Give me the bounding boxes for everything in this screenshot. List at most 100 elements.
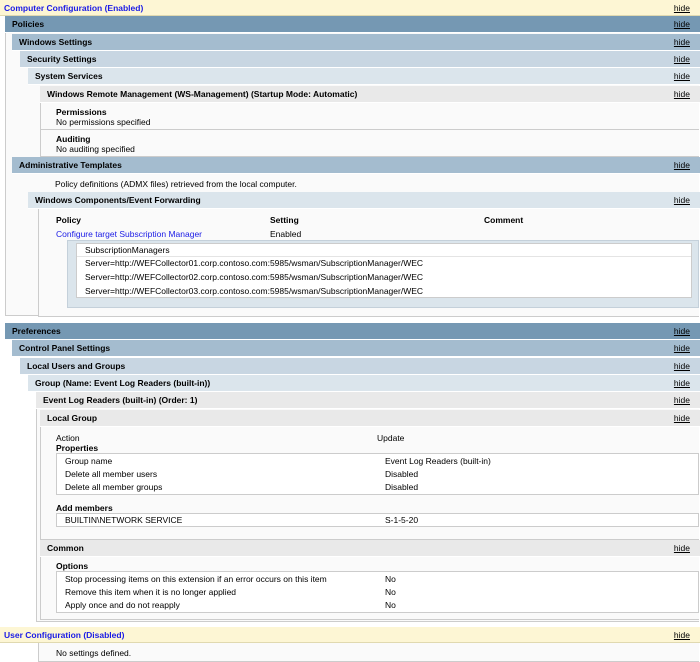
event-forwarding-pane: Policy Setting Comment Configure target …	[38, 209, 699, 317]
section-title: Administrative Templates	[19, 160, 122, 170]
add-members-label: Add members	[56, 503, 113, 513]
control-panel-header[interactable]: Control Panel Settings hide	[12, 340, 700, 357]
hide-link[interactable]: hide	[673, 326, 690, 336]
hide-link[interactable]: hide	[673, 630, 690, 640]
section-title: Policies	[12, 19, 45, 29]
policy-link[interactable]: Configure target Subscription Manager	[56, 229, 202, 239]
section-title: Local Group	[47, 413, 98, 423]
member-sid: S-1-5-20	[385, 515, 419, 525]
policy-setting: Enabled	[270, 229, 302, 239]
table-row: BUILTIN\NETWORK SERVICE S-1-5-20	[57, 514, 698, 526]
security-settings-header[interactable]: Security Settings hide	[20, 51, 700, 68]
hide-link[interactable]: hide	[673, 343, 690, 353]
subscription-managers-list: SubscriptionManagers Server=http://WEFCo…	[76, 243, 692, 298]
admx-note: Policy definitions (ADMX files) retrieve…	[55, 179, 297, 189]
hide-link[interactable]: hide	[673, 395, 690, 405]
user-config-pane: No settings defined.	[38, 643, 699, 662]
group-header[interactable]: Group (Name: Event Log Readers (built-in…	[28, 375, 700, 392]
column-header-comment: Comment	[484, 215, 524, 225]
hide-link[interactable]: hide	[673, 71, 690, 81]
property-value: Disabled	[385, 469, 419, 479]
subscription-managers-box: SubscriptionManagers Server=http://WEFCo…	[67, 240, 699, 308]
admin-templates-header[interactable]: Administrative Templates hide	[12, 157, 700, 174]
members-table: BUILTIN\NETWORK SERVICE S-1-5-20	[56, 513, 699, 527]
properties-label: Properties	[56, 443, 99, 453]
section-title: Windows Settings	[19, 37, 93, 47]
local-group-header[interactable]: Local Group hide	[40, 410, 700, 427]
table-row: Apply once and do not reapply No	[57, 599, 698, 612]
options-table: Stop processing items on this extension …	[56, 571, 699, 613]
list-item: Server=http://WEFCollector03.corp.contos…	[85, 286, 424, 296]
hide-link[interactable]: hide	[673, 195, 690, 205]
action-value: Update	[377, 433, 405, 443]
table-row: Remove this item when it is no longer ap…	[57, 586, 698, 599]
hide-link[interactable]: hide	[673, 160, 690, 170]
local-group-pane: Action Update Properties Group name Event…	[40, 427, 699, 540]
section-title: Security Settings	[27, 54, 97, 64]
hide-link[interactable]: hide	[673, 89, 690, 99]
property-name: Delete all member users	[65, 469, 158, 479]
option-value: No	[385, 574, 396, 584]
property-name: Group name	[65, 456, 113, 466]
service-header[interactable]: Windows Remote Management (WS-Management…	[40, 86, 700, 103]
section-title: Event Log Readers (built-in) (Order: 1)	[43, 395, 198, 405]
list-header: SubscriptionManagers	[77, 244, 691, 257]
computer-configuration-header[interactable]: Computer Configuration (Enabled) hide	[0, 0, 700, 16]
event-forwarding-header[interactable]: Windows Components/Event Forwarding hide	[28, 192, 700, 209]
section-title: User Configuration (Disabled)	[4, 630, 125, 640]
permissions-label: Permissions	[56, 107, 107, 117]
common-pane: Options Stop processing items on this ex…	[40, 557, 699, 620]
auditing-value: No auditing specified	[56, 144, 135, 154]
table-row: Delete all member users Disabled	[57, 468, 698, 481]
system-services-header[interactable]: System Services hide	[28, 68, 700, 85]
column-header-policy: Policy	[56, 215, 82, 225]
service-pane: Permissions No permissions specified Aud…	[40, 103, 699, 157]
divider	[41, 129, 699, 130]
windows-settings-header[interactable]: Windows Settings hide	[12, 34, 700, 51]
hide-link[interactable]: hide	[673, 543, 690, 553]
local-users-header[interactable]: Local Users and Groups hide	[20, 358, 700, 375]
option-name: Remove this item when it is no longer ap…	[65, 587, 237, 597]
member-name: BUILTIN\NETWORK SERVICE	[65, 515, 183, 525]
section-title: Computer Configuration (Enabled)	[4, 3, 144, 13]
column-header-setting: Setting	[270, 215, 299, 225]
auditing-label: Auditing	[56, 134, 91, 144]
property-name: Delete all member groups	[65, 482, 163, 492]
section-title: Windows Remote Management (WS-Management…	[47, 89, 358, 99]
hide-link[interactable]: hide	[673, 3, 690, 13]
policies-header[interactable]: Policies hide	[5, 16, 700, 33]
section-title: Preferences	[12, 326, 61, 336]
property-value: Disabled	[385, 482, 419, 492]
table-row: Delete all member groups Disabled	[57, 481, 698, 494]
properties-table: Group name Event Log Readers (built-in) D…	[56, 453, 699, 495]
hide-link[interactable]: hide	[673, 361, 690, 371]
option-name: Stop processing items on this extension …	[65, 574, 327, 584]
section-title: Control Panel Settings	[19, 343, 111, 353]
option-name: Apply once and do not reapply	[65, 600, 180, 610]
preferences-header[interactable]: Preferences hide	[5, 323, 700, 340]
section-title: Windows Components/Event Forwarding	[35, 195, 201, 205]
no-settings-note: No settings defined.	[56, 648, 132, 658]
list-item: Server=http://WEFCollector01.corp.contos…	[85, 258, 424, 268]
item-header[interactable]: Event Log Readers (built-in) (Order: 1) h…	[36, 392, 700, 409]
section-title: Common	[47, 543, 84, 553]
hide-link[interactable]: hide	[673, 378, 690, 388]
table-row: Group name Event Log Readers (built-in)	[57, 455, 698, 468]
common-header[interactable]: Common hide	[40, 540, 700, 557]
section-title: System Services	[35, 71, 103, 81]
hide-link[interactable]: hide	[673, 54, 690, 64]
hide-link[interactable]: hide	[673, 19, 690, 29]
option-value: No	[385, 587, 396, 597]
action-label: Action	[56, 433, 80, 443]
option-value: No	[385, 600, 396, 610]
section-title: Group (Name: Event Log Readers (built-in…	[35, 378, 211, 388]
table-row: Stop processing items on this extension …	[57, 573, 698, 586]
hide-link[interactable]: hide	[673, 37, 690, 47]
property-value: Event Log Readers (built-in)	[385, 456, 491, 466]
list-item: Server=http://WEFCollector02.corp.contos…	[85, 272, 424, 282]
user-configuration-header[interactable]: User Configuration (Disabled) hide	[0, 627, 700, 643]
options-label: Options	[56, 561, 89, 571]
section-title: Local Users and Groups	[27, 361, 126, 371]
permissions-value: No permissions specified	[56, 117, 151, 127]
hide-link[interactable]: hide	[673, 413, 690, 423]
